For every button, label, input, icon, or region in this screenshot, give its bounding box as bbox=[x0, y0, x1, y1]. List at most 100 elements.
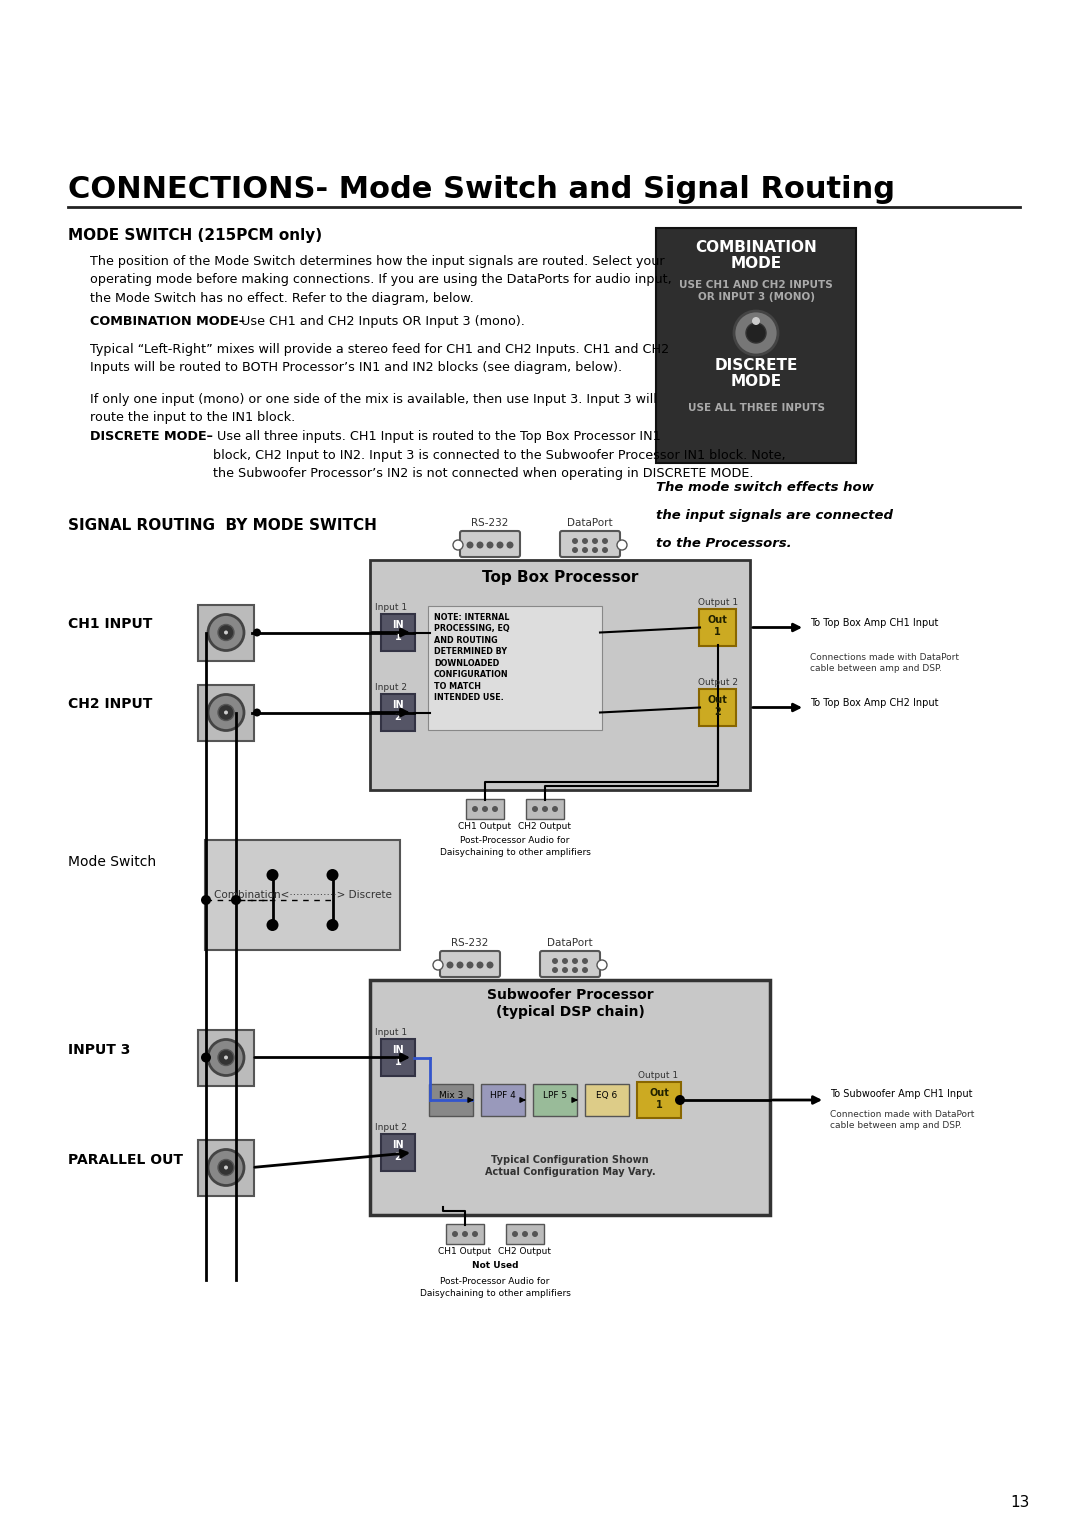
Circle shape bbox=[326, 918, 338, 931]
Text: To Subwoofer Amp CH1 Input: To Subwoofer Amp CH1 Input bbox=[831, 1089, 972, 1099]
Text: MODE SWITCH (215PCM only): MODE SWITCH (215PCM only) bbox=[68, 228, 322, 243]
FancyBboxPatch shape bbox=[446, 1224, 484, 1244]
Circle shape bbox=[472, 805, 478, 811]
Text: Connection made with DataPort
cable between amp and DSP.: Connection made with DataPort cable betw… bbox=[831, 1109, 974, 1131]
Text: Top Box Processor: Top Box Processor bbox=[482, 570, 638, 585]
Text: The position of the Mode Switch determines how the input signals are routed. Sel: The position of the Mode Switch determin… bbox=[90, 255, 672, 306]
Text: Out
1: Out 1 bbox=[649, 1088, 669, 1109]
Text: 13: 13 bbox=[1011, 1494, 1030, 1510]
FancyBboxPatch shape bbox=[370, 559, 750, 790]
FancyBboxPatch shape bbox=[656, 228, 856, 463]
Text: Combination<··············> Discrete: Combination<··············> Discrete bbox=[214, 889, 391, 900]
Circle shape bbox=[208, 614, 244, 651]
Circle shape bbox=[224, 631, 228, 634]
Text: RS-232: RS-232 bbox=[471, 518, 509, 529]
Circle shape bbox=[592, 547, 598, 553]
Text: To Top Box Amp CH2 Input: To Top Box Amp CH2 Input bbox=[810, 697, 939, 707]
FancyBboxPatch shape bbox=[198, 685, 254, 741]
Circle shape bbox=[497, 541, 503, 549]
Text: Mode Switch: Mode Switch bbox=[68, 856, 157, 869]
FancyBboxPatch shape bbox=[561, 532, 620, 558]
Text: CH2 INPUT: CH2 INPUT bbox=[68, 697, 152, 712]
Text: DataPort: DataPort bbox=[548, 938, 593, 947]
Circle shape bbox=[486, 961, 494, 969]
FancyBboxPatch shape bbox=[381, 1039, 415, 1076]
Text: Typical “Left-Right” mixes will provide a stereo feed for CH1 and CH2 Inputs. CH: Typical “Left-Right” mixes will provide … bbox=[90, 342, 670, 374]
Text: Input 2: Input 2 bbox=[375, 1123, 407, 1132]
Circle shape bbox=[734, 312, 778, 354]
Circle shape bbox=[253, 628, 261, 637]
Circle shape bbox=[486, 541, 494, 549]
Circle shape bbox=[572, 547, 578, 553]
Text: the input signals are connected: the input signals are connected bbox=[656, 509, 893, 523]
FancyBboxPatch shape bbox=[481, 1083, 525, 1115]
Circle shape bbox=[453, 1232, 458, 1238]
Text: Post-Processor Audio for
Daisychaining to other amplifiers: Post-Processor Audio for Daisychaining t… bbox=[419, 1277, 570, 1297]
Text: DISCRETE
MODE: DISCRETE MODE bbox=[714, 358, 798, 390]
Circle shape bbox=[462, 1232, 468, 1238]
Text: CH1 Output: CH1 Output bbox=[458, 822, 512, 831]
Circle shape bbox=[602, 547, 608, 553]
Circle shape bbox=[602, 538, 608, 544]
FancyBboxPatch shape bbox=[428, 607, 602, 730]
Text: Mix 3: Mix 3 bbox=[438, 1091, 463, 1100]
Circle shape bbox=[492, 805, 498, 811]
Circle shape bbox=[218, 1160, 234, 1175]
Text: COMBINATION
MODE: COMBINATION MODE bbox=[696, 240, 816, 270]
Text: IN
1: IN 1 bbox=[392, 620, 404, 642]
FancyBboxPatch shape bbox=[440, 950, 500, 976]
Circle shape bbox=[218, 625, 234, 640]
Text: Use all three inputs. CH1 Input is routed to the Top Box Processor IN1
block, CH: Use all three inputs. CH1 Input is route… bbox=[213, 429, 785, 480]
Text: CONNECTIONS- Mode Switch and Signal Routing: CONNECTIONS- Mode Switch and Signal Rout… bbox=[68, 176, 895, 205]
Circle shape bbox=[582, 538, 588, 544]
Circle shape bbox=[208, 1039, 244, 1076]
FancyBboxPatch shape bbox=[381, 1134, 415, 1170]
Text: Use CH1 and CH2 Inputs OR Input 3 (mono).: Use CH1 and CH2 Inputs OR Input 3 (mono)… bbox=[237, 315, 525, 329]
Circle shape bbox=[552, 958, 558, 964]
Circle shape bbox=[201, 1053, 211, 1062]
Circle shape bbox=[582, 547, 588, 553]
Circle shape bbox=[562, 967, 568, 973]
Circle shape bbox=[552, 967, 558, 973]
FancyBboxPatch shape bbox=[205, 840, 400, 950]
FancyBboxPatch shape bbox=[429, 1083, 473, 1115]
FancyBboxPatch shape bbox=[699, 610, 735, 646]
Circle shape bbox=[522, 1232, 528, 1238]
Text: If only one input (mono) or one side of the mix is available, then use Input 3. : If only one input (mono) or one side of … bbox=[90, 393, 657, 425]
Circle shape bbox=[592, 538, 598, 544]
Circle shape bbox=[562, 958, 568, 964]
Text: COMBINATION MODE–: COMBINATION MODE– bbox=[90, 315, 245, 329]
FancyBboxPatch shape bbox=[198, 605, 254, 660]
Circle shape bbox=[532, 805, 538, 811]
Text: IN
2: IN 2 bbox=[392, 700, 404, 721]
Circle shape bbox=[224, 1056, 228, 1059]
Circle shape bbox=[752, 316, 760, 325]
Text: USE ALL THREE INPUTS: USE ALL THREE INPUTS bbox=[688, 403, 824, 413]
Text: Input 1: Input 1 bbox=[375, 1028, 407, 1038]
Circle shape bbox=[467, 961, 473, 969]
Circle shape bbox=[457, 961, 463, 969]
Text: to the Processors.: to the Processors. bbox=[656, 536, 792, 550]
Circle shape bbox=[218, 1050, 234, 1065]
FancyBboxPatch shape bbox=[540, 950, 600, 976]
Circle shape bbox=[446, 961, 454, 969]
Text: IN
1: IN 1 bbox=[392, 1045, 404, 1067]
Text: Output 2: Output 2 bbox=[698, 678, 738, 688]
Circle shape bbox=[467, 541, 473, 549]
Text: EQ 6: EQ 6 bbox=[596, 1091, 618, 1100]
Circle shape bbox=[572, 958, 578, 964]
Circle shape bbox=[597, 960, 607, 970]
Text: RS-232: RS-232 bbox=[451, 938, 488, 947]
Text: To Top Box Amp CH1 Input: To Top Box Amp CH1 Input bbox=[810, 617, 939, 628]
Text: PARALLEL OUT: PARALLEL OUT bbox=[68, 1152, 183, 1166]
Text: Post-Processor Audio for
Daisychaining to other amplifiers: Post-Processor Audio for Daisychaining t… bbox=[440, 836, 591, 857]
Text: CH2 Output: CH2 Output bbox=[499, 1247, 552, 1256]
Text: DISCRETE MODE–: DISCRETE MODE– bbox=[90, 429, 213, 443]
Text: CH1 INPUT: CH1 INPUT bbox=[68, 617, 152, 631]
Circle shape bbox=[507, 541, 513, 549]
Circle shape bbox=[582, 967, 588, 973]
Text: Input 1: Input 1 bbox=[375, 604, 407, 613]
Circle shape bbox=[617, 539, 627, 550]
FancyBboxPatch shape bbox=[460, 532, 519, 558]
Circle shape bbox=[572, 967, 578, 973]
